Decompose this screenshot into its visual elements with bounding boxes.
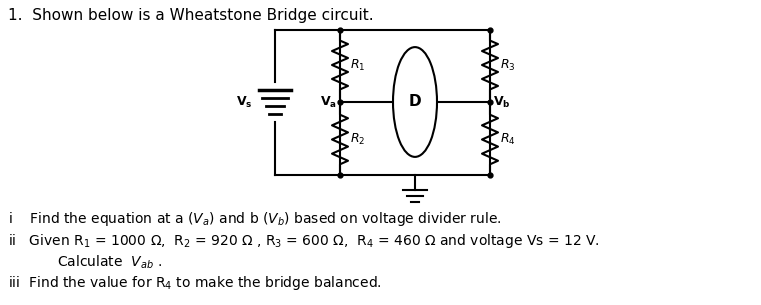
Text: $\mathbf{V_b}$: $\mathbf{V_b}$ bbox=[493, 95, 511, 109]
Text: $R_1$: $R_1$ bbox=[350, 57, 365, 73]
Text: $\mathbf{V_a}$: $\mathbf{V_a}$ bbox=[320, 95, 337, 109]
Text: 1.  Shown below is a Wheatstone Bridge circuit.: 1. Shown below is a Wheatstone Bridge ci… bbox=[8, 8, 374, 23]
Text: $R_4$: $R_4$ bbox=[500, 132, 516, 147]
Text: $R_3$: $R_3$ bbox=[500, 57, 515, 73]
Text: Calculate  $V_{ab}$ .: Calculate $V_{ab}$ . bbox=[35, 254, 162, 271]
Text: $\mathbf{V_s}$: $\mathbf{V_s}$ bbox=[237, 95, 253, 109]
Text: ii   Given R$_1$ = 1000 $\Omega$,  R$_2$ = 920 $\Omega$ , R$_3$ = 600 $\Omega$, : ii Given R$_1$ = 1000 $\Omega$, R$_2$ = … bbox=[8, 232, 600, 250]
Text: D: D bbox=[409, 95, 422, 109]
Text: iii  Find the value for R$_4$ to make the bridge balanced.: iii Find the value for R$_4$ to make the… bbox=[8, 274, 382, 292]
Text: $R_2$: $R_2$ bbox=[350, 132, 365, 147]
Text: i    Find the equation at a ($V_a$) and b ($V_b$) based on voltage divider rule.: i Find the equation at a ($V_a$) and b (… bbox=[8, 210, 501, 228]
